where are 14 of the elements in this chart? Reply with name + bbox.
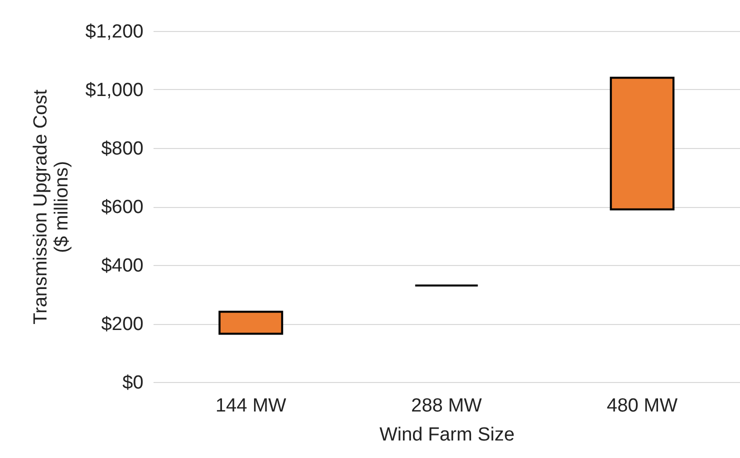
x-tick-label: 144 MW	[215, 396, 286, 416]
y-tick-label: $1,000	[85, 80, 144, 101]
x-tick-label: 480 MW	[606, 396, 678, 416]
y-tick-label: $800	[101, 138, 144, 160]
y-tick-label: $200	[101, 314, 144, 335]
bar	[610, 76, 674, 210]
y-tick-label: $600	[101, 197, 144, 218]
bar	[218, 310, 284, 335]
y-axis-title: Transmission Upgrade Cost ($ millions)	[30, 88, 72, 324]
y-tick-label: $400	[101, 256, 144, 276]
y-tick-label: $0	[122, 372, 144, 394]
x-tick-label: 288 MW	[411, 396, 482, 416]
y-tick-label: $1,200	[85, 22, 144, 42]
x-axis-title: Wind Farm Size	[379, 424, 515, 446]
